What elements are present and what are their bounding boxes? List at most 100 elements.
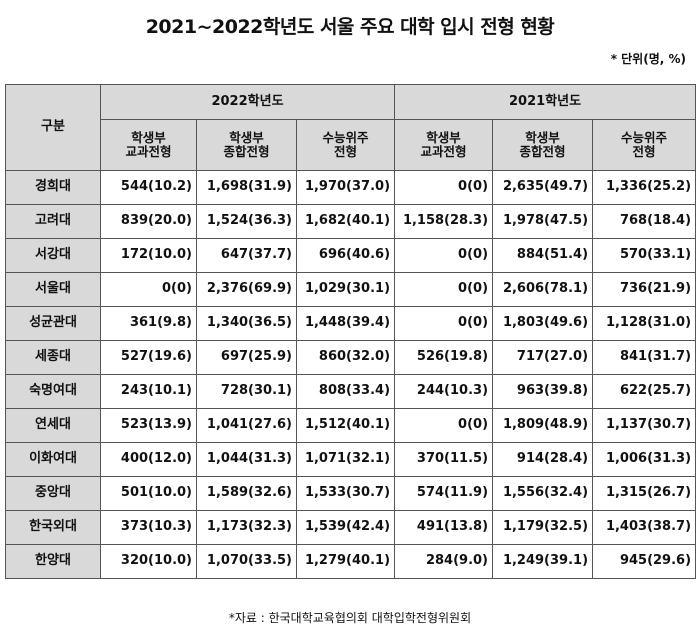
table-cell: 1,533(30.7) [295,476,396,511]
university-name: 한국외대 [5,510,101,545]
table-cell: 2,635(49.7) [492,170,594,205]
year-header-2021: 2021학년도 [394,84,697,120]
column-header: 학생부 종합전형 [492,119,594,171]
table-row: 한국외대 373(10.3) 1,173(32.3) 1,539(42.4) 491(1… [5,510,697,545]
university-name: 한양대 [5,544,101,579]
source-note: *자료 : 한국대학교육협의회 대학입학전형위원회 [228,611,472,625]
table-cell: 1,173(32.3) [196,510,297,545]
table-cell: 884(51.4) [492,238,594,273]
table-row: 경희대 544(10.2) 1,698(31.9) 1,970(37.0) 0(0) 2,… [5,170,697,205]
university-name: 성균관대 [5,306,101,341]
table-cell: 1,249(39.1) [492,544,594,579]
table-cell: 0(0) [394,408,494,443]
table-cell: 1,803(49.6) [492,306,594,341]
table-cell: 1,340(36.5) [196,306,297,341]
table-cell: 1,071(32.1) [295,442,396,477]
table-row: 세종대 527(19.6) 697(25.9) 860(32.0) 526(19.8) 7… [5,340,697,375]
table-cell: 523(13.9) [100,408,197,443]
table-cell: 370(11.5) [394,442,494,477]
table-row: 성균관대 361(9.8) 1,340(36.5) 1,448(39.4) 0(0) 1,… [5,306,697,341]
table-cell: 717(27.0) [492,340,594,375]
table-cell: 361(9.8) [100,306,197,341]
table-cell: 1,403(38.7) [592,510,697,545]
university-name: 경희대 [5,170,101,205]
table-cell: 1,512(40.1) [295,408,396,443]
table-cell: 1,315(26.7) [592,476,697,511]
table-cell: 0(0) [394,170,494,205]
column-header: 수능위주 전형 [592,119,697,171]
table-cell: 1,279(40.1) [295,544,396,579]
table-cell: 373(10.3) [100,510,197,545]
table-cell: 1,970(37.0) [295,170,396,205]
admissions-table: 구분 2022학년도 2021학년도 학생부 교과전형 학생부 종합전형 수능위주 전… [5,84,697,579]
table-cell: 808(33.4) [295,374,396,409]
corner-header: 구분 [5,84,101,171]
table-cell: 914(28.4) [492,442,594,477]
table-cell: 2,376(69.9) [196,272,297,307]
table-cell: 860(32.0) [295,340,396,375]
table-row: 중앙대 501(10.0) 1,589(32.6) 1,533(30.7) 574(11… [5,476,697,511]
column-header: 학생부 교과전형 [100,119,197,171]
table-cell: 1,539(42.4) [295,510,396,545]
column-header: 학생부 종합전형 [196,119,297,171]
table-cell: 728(30.1) [196,374,297,409]
table-row: 서강대 172(10.0) 647(37.7) 696(40.6) 0(0) 884(51… [5,238,697,273]
university-name: 이화여대 [5,442,101,477]
table-cell: 243(10.1) [100,374,197,409]
table-cell: 841(31.7) [592,340,697,375]
table-cell: 697(25.9) [196,340,297,375]
table-cell: 2,606(78.1) [492,272,594,307]
table-cell: 527(19.6) [100,340,197,375]
table-cell: 0(0) [394,272,494,307]
table-row: 연세대 523(13.9) 1,041(27.6) 1,512(40.1) 0(0) 1,… [5,408,697,443]
university-name: 고려대 [5,204,101,239]
table-cell: 1,809(48.9) [492,408,594,443]
table-cell: 768(18.4) [592,204,697,239]
table-cell: 320(10.0) [100,544,197,579]
table-cell: 1,006(31.3) [592,442,697,477]
table-cell: 0(0) [394,238,494,273]
table-cell: 622(25.7) [592,374,697,409]
table-row: 서울대 0(0) 2,376(69.9) 1,029(30.1) 0(0) 2,606(7… [5,272,697,307]
table-cell: 1,336(25.2) [592,170,697,205]
table-cell: 1,179(32.5) [492,510,594,545]
table-cell: 526(19.8) [394,340,494,375]
table-cell: 400(12.0) [100,442,197,477]
page-title: 2021~2022학년도 서울 주요 대학 입시 전형 현황 [145,16,555,38]
table-cell: 1,128(31.0) [592,306,697,341]
table-cell: 736(21.9) [592,272,697,307]
table-cell: 0(0) [100,272,197,307]
table-row: 고려대 839(20.0) 1,524(36.3) 1,682(40.1) 1,158(… [5,204,697,239]
unit-note: * 단위(명, %) [610,52,686,66]
university-name: 연세대 [5,408,101,443]
table-cell: 1,158(28.3) [394,204,494,239]
column-header: 학생부 교과전형 [394,119,494,171]
table-cell: 1,682(40.1) [295,204,396,239]
table-cell: 244(10.3) [394,374,494,409]
table-cell: 544(10.2) [100,170,197,205]
table-cell: 1,524(36.3) [196,204,297,239]
table-cell: 963(39.8) [492,374,594,409]
table-cell: 574(11.9) [394,476,494,511]
table-cell: 1,137(30.7) [592,408,697,443]
table-cell: 1,044(31.3) [196,442,297,477]
university-name: 서울대 [5,272,101,307]
year-header-2022: 2022학년도 [99,84,396,120]
table-cell: 839(20.0) [100,204,197,239]
table-cell: 1,070(33.5) [196,544,297,579]
table-cell: 647(37.7) [196,238,297,273]
table-row: 한양대 320(10.0) 1,070(33.5) 1,279(40.1) 284(9.… [5,544,697,579]
table-row: 이화여대 400(12.0) 1,044(31.3) 1,071(32.1) 370(1… [5,442,697,477]
table-cell: 491(13.8) [394,510,494,545]
table-cell: 945(29.6) [592,544,697,579]
table-cell: 172(10.0) [100,238,197,273]
university-name: 세종대 [5,340,101,375]
table-cell: 501(10.0) [100,476,197,511]
table-cell: 1,041(27.6) [196,408,297,443]
column-header: 수능위주 전형 [295,119,396,171]
table-row: 숙명여대 243(10.1) 728(30.1) 808(33.4) 244(10.3)… [5,374,697,409]
table-cell: 1,978(47.5) [492,204,594,239]
table-cell: 1,029(30.1) [295,272,396,307]
table-cell: 570(33.1) [592,238,697,273]
table-cell: 1,556(32.4) [492,476,594,511]
